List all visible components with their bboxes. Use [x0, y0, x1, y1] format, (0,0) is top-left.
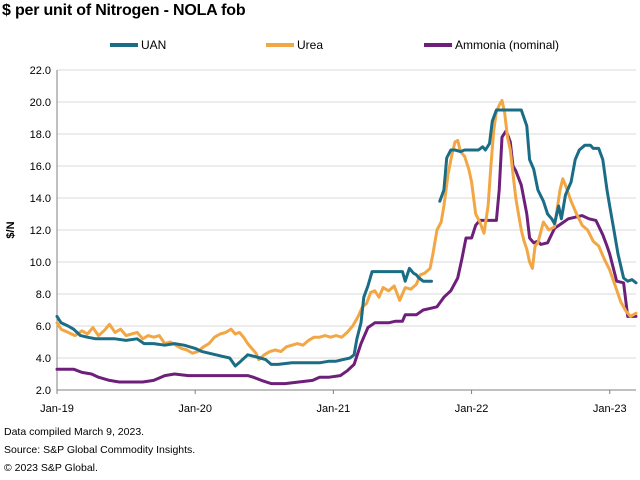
chart-title: $ per unit of Nitrogen - NOLA fob [2, 2, 246, 19]
legend-label-ammonia: Ammonia (nominal) [455, 38, 560, 52]
series-line-uan [438, 108, 638, 285]
x-tick-label: Jan-20 [178, 403, 212, 415]
y-tick-label: 22.0 [30, 65, 51, 77]
y-tick-label: 10.0 [30, 257, 51, 269]
y-tick-label: 14.0 [30, 193, 51, 205]
legend-swatch-urea [266, 43, 294, 47]
y-axis-label: $/N [5, 221, 17, 238]
y-tick-label: 18.0 [30, 129, 51, 141]
x-tick-label: Jan-21 [317, 403, 351, 415]
x-tick-label: Jan-22 [455, 403, 489, 415]
footer-source: Source: S&P Global Commodity Insights. [4, 444, 196, 456]
legend-swatch-uan [110, 43, 138, 47]
x-tick-label: Jan-19 [40, 403, 74, 415]
y-tick-label: 8.0 [36, 289, 51, 301]
series-line-ammonia [55, 129, 638, 386]
y-tick-label: 2.0 [36, 385, 51, 397]
footer-data-compiled: Data compiled March 9, 2023. [4, 426, 145, 438]
legend-swatch-ammonia [424, 43, 452, 47]
legend-item-ammonia: Ammonia (nominal) [424, 38, 559, 52]
y-tick-label: 6.0 [36, 321, 51, 333]
legend-item-uan: UAN [110, 38, 166, 52]
y-tick-label: 20.0 [30, 97, 51, 109]
legend-label-urea: Urea [297, 38, 324, 52]
x-tick-label: Jan-23 [593, 403, 627, 415]
y-tick-label: 16.0 [30, 161, 51, 173]
legend-item-urea: Urea [266, 38, 323, 52]
footer-copyright: © 2023 S&P Global. [4, 462, 98, 474]
series-line-uan [55, 266, 433, 368]
y-tick-label: 4.0 [36, 353, 51, 365]
legend-label-uan: UAN [141, 38, 167, 52]
y-tick-label: 12.0 [30, 225, 51, 237]
